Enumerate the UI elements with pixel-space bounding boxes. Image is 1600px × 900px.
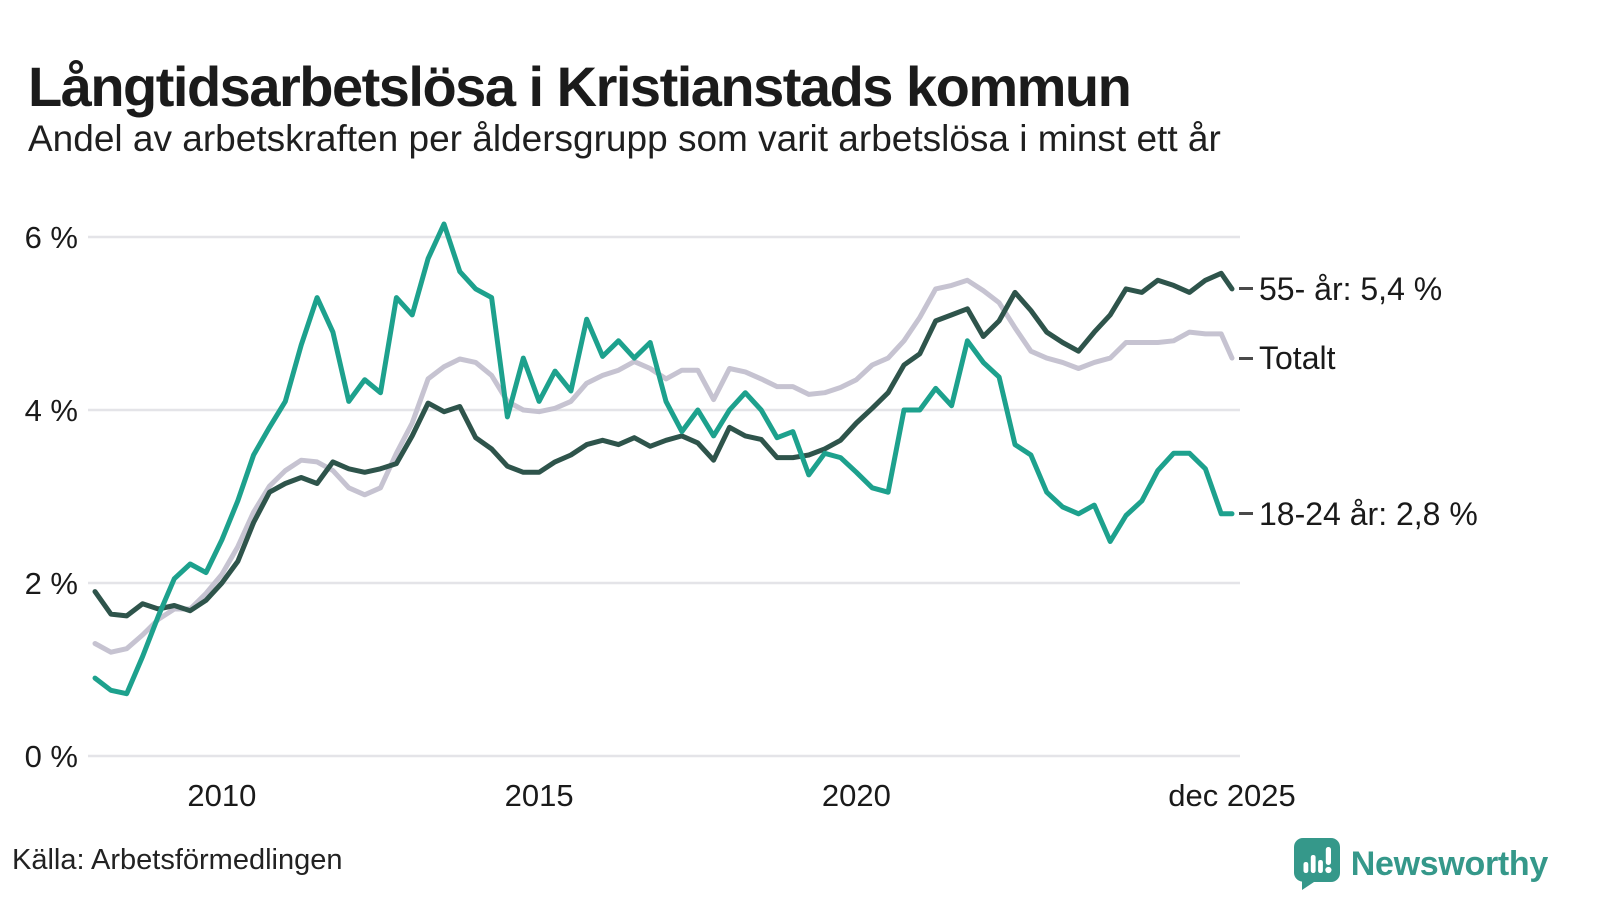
y-tick-label-6: 6 % <box>25 220 78 255</box>
series-line-total <box>92 277 1235 655</box>
newsworthy-icon <box>1293 838 1340 890</box>
series-dash-total <box>1239 356 1253 360</box>
series-line-1824 <box>92 221 1235 697</box>
x-tick-label-2015: 2015 <box>505 778 574 813</box>
newsworthy-logo: Newsworthy <box>1293 838 1549 890</box>
series-line-55 <box>92 270 1235 619</box>
page-title: Långtidsarbetslösa i Kristianstads kommu… <box>28 54 1132 118</box>
series-dash-1824 <box>1239 512 1253 516</box>
series-dash-55 <box>1239 287 1253 291</box>
series-endlabel-55: 55- år: 5,4 % <box>1259 270 1443 307</box>
x-tick-label-dec-2025: dec 2025 <box>1168 778 1296 813</box>
source-note: Källa: Arbetsförmedlingen <box>12 844 343 876</box>
y-tick-label-0: 0 % <box>25 739 78 774</box>
newsworthy-wordmark: Newsworthy <box>1350 844 1549 883</box>
series-endlabel-total: Totalt <box>1259 340 1336 377</box>
chart-subtitle: Andel av arbetskraften per åldersgrupp s… <box>28 118 1221 159</box>
y-tick-label-2: 2 % <box>25 566 78 601</box>
x-tick-label-2020: 2020 <box>822 778 891 813</box>
x-tick-label-2010: 2010 <box>187 778 256 813</box>
series-endlabel-1824: 18-24 år: 2,8 % <box>1259 495 1478 532</box>
y-tick-label-4: 4 % <box>25 393 78 428</box>
